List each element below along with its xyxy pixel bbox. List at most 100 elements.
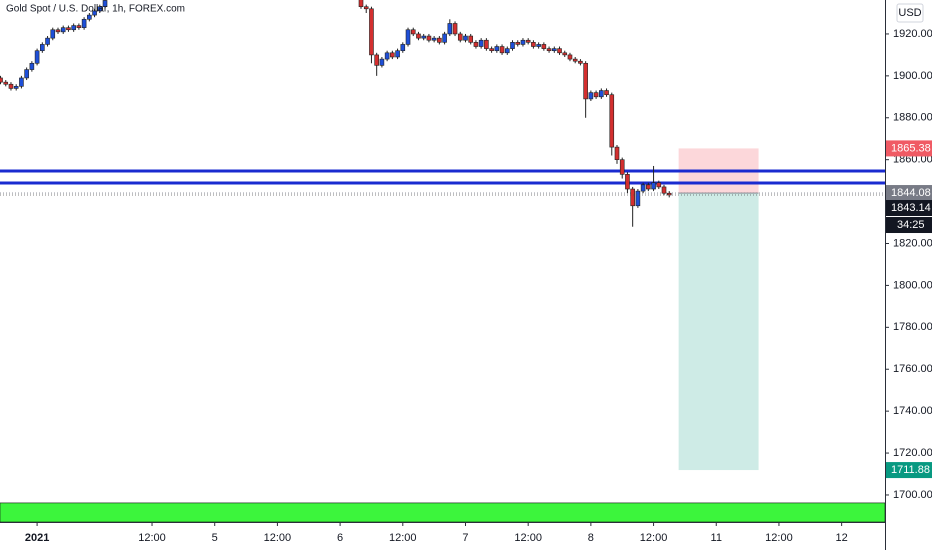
- candle-body: [515, 42, 521, 45]
- candle-body: [76, 25, 82, 28]
- candle-body: [572, 58, 578, 62]
- candle-body: [13, 86, 19, 89]
- candle-body: [421, 35, 426, 39]
- x-tick-label: 12:00: [765, 532, 793, 544]
- x-tick-label: 12:00: [389, 532, 417, 544]
- stop-label: 1865.38: [891, 142, 931, 154]
- reward-zone: [678, 193, 759, 471]
- chart-title: Gold Spot / U.S. Dollar, 1h, FOREX.com: [6, 4, 185, 15]
- x-tick-label: 7: [462, 532, 468, 544]
- candle-body: [400, 44, 406, 52]
- y-tick-label: 1780.00: [893, 321, 932, 333]
- candle-body: [40, 44, 45, 52]
- entry-label-box: [886, 185, 932, 202]
- candle-body: [369, 8, 374, 56]
- y-tick-label: 1920.00: [893, 28, 932, 40]
- plot-area: [0, 0, 885, 522]
- stop-label-box: [886, 140, 932, 157]
- candle-body: [45, 37, 50, 45]
- candle-body: [656, 182, 662, 188]
- candle-body: [34, 50, 40, 64]
- target-label: 1711.88: [891, 464, 930, 476]
- currency[interactable]: USD: [898, 7, 921, 19]
- y-tick-label: 1740.00: [893, 405, 932, 417]
- candle-body: [588, 92, 594, 100]
- x-tick-label: 8: [588, 532, 594, 544]
- zone: [0, 502, 885, 522]
- candle-body: [102, 0, 108, 8]
- x-tick-label: 11: [711, 532, 722, 544]
- countdown-box: [886, 217, 932, 234]
- candle-body: [0, 77, 3, 83]
- y-tick-label: 1820.00: [893, 237, 932, 249]
- candle-body: [24, 69, 29, 79]
- candle-body: [536, 44, 541, 47]
- candle-body: [478, 39, 484, 47]
- x-tick-label: 2021: [25, 532, 49, 544]
- candle-body: [29, 62, 35, 70]
- candle-body: [562, 52, 568, 56]
- candle-body: [19, 77, 24, 87]
- countdown: 34:25: [897, 219, 925, 231]
- candle-body: [8, 83, 14, 89]
- candle-body: [457, 33, 463, 41]
- candle-body: [619, 159, 625, 175]
- x-tick-label: 6: [337, 532, 343, 544]
- candle-body: [442, 33, 447, 43]
- target-label-box: [886, 462, 932, 479]
- x-tick-label: 12:00: [514, 532, 542, 544]
- x-tick-label: 12:00: [264, 532, 292, 544]
- candle-body: [520, 39, 526, 45]
- candle-body: [473, 42, 479, 47]
- candle-body: [416, 33, 421, 39]
- candle-body: [447, 23, 453, 35]
- last-price-label: 1843.14: [891, 202, 931, 214]
- candle-body: [525, 39, 531, 43]
- candle-body: [651, 182, 656, 190]
- candle-body: [494, 46, 500, 52]
- candle-body: [604, 90, 609, 96]
- candle-body: [599, 90, 604, 98]
- candle-body: [60, 27, 66, 33]
- candle-body: [609, 94, 615, 148]
- candle-body: [630, 188, 635, 207]
- candle-body: [499, 46, 505, 54]
- candle-body: [489, 48, 494, 52]
- x-tick-label: 12: [836, 532, 848, 544]
- candle-body: [390, 52, 395, 58]
- candle-body: [66, 27, 71, 31]
- candle-body: [81, 18, 87, 28]
- candle-body: [410, 29, 416, 35]
- y-tick-label: 1720.00: [893, 447, 932, 459]
- candle-body: [358, 0, 364, 8]
- candle-body: [504, 48, 510, 54]
- candle-body: [374, 54, 379, 66]
- y-tick-label: 1900.00: [893, 70, 932, 82]
- y-tick-label: 1880.00: [893, 112, 932, 124]
- candle-body: [552, 48, 557, 52]
- candle-body: [405, 29, 411, 45]
- candle-body: [97, 6, 103, 12]
- candle-body: [635, 190, 641, 207]
- candle-body: [510, 42, 515, 49]
- currency-box[interactable]: [896, 3, 924, 23]
- candle-body: [567, 54, 573, 60]
- candle-body: [640, 184, 646, 192]
- candle-body: [426, 35, 432, 41]
- y-tick-label: 1760.00: [893, 363, 932, 375]
- candle-body: [557, 48, 562, 54]
- candle-body: [463, 35, 468, 41]
- x-tick-label: 12:00: [640, 532, 668, 544]
- candle-body: [452, 23, 458, 35]
- candle-body: [578, 60, 583, 64]
- candle-body: [646, 184, 651, 190]
- candle-body: [531, 42, 536, 47]
- candle-body: [431, 37, 437, 41]
- last-price-label-box: [886, 200, 932, 217]
- candle-body: [384, 52, 390, 60]
- entry-label: 1844.08: [891, 187, 931, 199]
- candle-body: [625, 174, 630, 190]
- candle-body: [71, 25, 76, 31]
- y-tick-label: 1860.00: [893, 154, 932, 166]
